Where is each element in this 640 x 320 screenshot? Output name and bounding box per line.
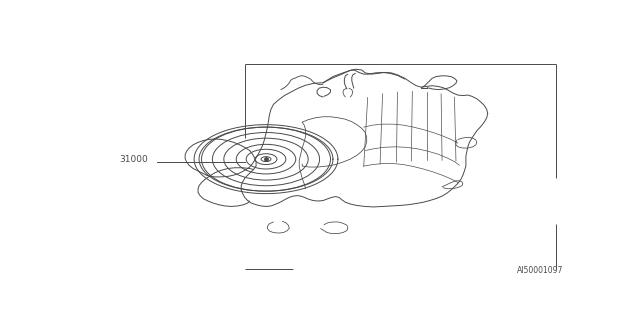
Text: AI50001097: AI50001097: [517, 266, 564, 275]
Text: 31000: 31000: [120, 155, 148, 164]
